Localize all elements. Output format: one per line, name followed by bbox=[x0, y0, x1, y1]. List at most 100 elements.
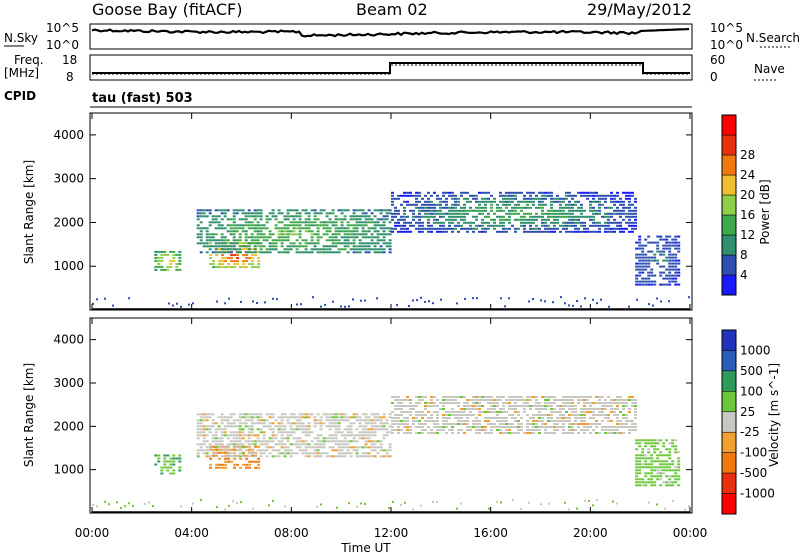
colorbar-tick-label: 24 bbox=[740, 168, 755, 182]
data-cell bbox=[613, 194, 616, 197]
data-cell bbox=[586, 423, 589, 425]
data-cell bbox=[528, 300, 530, 303]
data-cell bbox=[104, 297, 106, 300]
data-cell bbox=[592, 230, 595, 233]
data-cell bbox=[415, 203, 418, 206]
data-cell bbox=[408, 305, 410, 307]
data-cell bbox=[274, 224, 278, 227]
data-cell bbox=[442, 230, 445, 233]
data-cell bbox=[538, 402, 541, 404]
data-cell bbox=[668, 463, 672, 466]
data-cell bbox=[233, 463, 237, 466]
data-cell bbox=[517, 405, 520, 407]
data-cell bbox=[445, 218, 448, 221]
data-cell bbox=[559, 414, 562, 416]
data-cell bbox=[460, 396, 463, 398]
data-cell bbox=[209, 457, 213, 460]
data-cell bbox=[526, 405, 529, 407]
data-cell bbox=[247, 215, 251, 218]
data-cell bbox=[484, 411, 487, 413]
data-cell bbox=[274, 227, 278, 230]
data-cell bbox=[665, 448, 669, 451]
data-cell bbox=[406, 426, 409, 428]
data-cell bbox=[307, 218, 311, 221]
data-cell bbox=[382, 437, 386, 440]
data-cell bbox=[250, 431, 254, 434]
data-cell bbox=[337, 248, 341, 251]
data-cell bbox=[352, 230, 356, 233]
data-cell bbox=[209, 463, 213, 466]
data-cell bbox=[559, 200, 562, 203]
data-cell bbox=[320, 503, 322, 506]
data-cell bbox=[625, 414, 628, 416]
data-cell bbox=[451, 399, 454, 401]
data-cell bbox=[511, 191, 514, 194]
data-cell bbox=[313, 422, 317, 425]
data-cell bbox=[496, 420, 499, 422]
data-cell bbox=[616, 426, 619, 428]
data-cell bbox=[571, 194, 574, 197]
data-cell bbox=[487, 221, 490, 224]
data-cell bbox=[466, 227, 469, 230]
data-cell bbox=[580, 212, 583, 215]
data-cell bbox=[382, 428, 386, 431]
data-cell bbox=[409, 402, 412, 404]
data-cell bbox=[340, 446, 344, 449]
data-cell bbox=[601, 429, 604, 431]
data-cell bbox=[223, 416, 227, 419]
data-cell bbox=[227, 263, 231, 266]
data-cell bbox=[277, 212, 281, 215]
data-cell bbox=[580, 417, 583, 419]
data-cell bbox=[523, 432, 526, 434]
data-cell bbox=[580, 230, 583, 233]
data-cell bbox=[196, 437, 200, 440]
data-cell bbox=[236, 257, 240, 260]
data-cell bbox=[565, 405, 568, 407]
data-cell bbox=[96, 505, 98, 508]
data-cell bbox=[376, 224, 380, 227]
data-cell bbox=[490, 396, 493, 398]
data-cell bbox=[440, 298, 442, 301]
data-cell bbox=[604, 227, 607, 230]
data-cell bbox=[677, 484, 681, 487]
data-cell bbox=[550, 432, 553, 434]
data-cell bbox=[662, 265, 666, 268]
data-cell bbox=[251, 260, 255, 263]
data-cell bbox=[154, 463, 158, 466]
data-cell bbox=[424, 405, 427, 407]
data-cell bbox=[613, 200, 616, 203]
data-cell bbox=[322, 251, 326, 254]
data-cell bbox=[607, 432, 610, 434]
data-cell bbox=[283, 236, 287, 239]
data-cell bbox=[358, 434, 362, 437]
data-cell bbox=[592, 504, 594, 507]
data-cell bbox=[346, 431, 350, 434]
data-cell bbox=[674, 439, 678, 442]
data-cell bbox=[304, 224, 308, 227]
data-cell bbox=[577, 396, 580, 398]
data-cell bbox=[376, 413, 380, 416]
data-cell bbox=[292, 209, 296, 212]
data-cell bbox=[463, 191, 466, 194]
data-cell bbox=[298, 230, 302, 233]
data-cell bbox=[412, 194, 415, 197]
data-cell bbox=[254, 445, 258, 448]
data-cell bbox=[526, 212, 529, 215]
data-cell bbox=[169, 466, 173, 469]
data-cell bbox=[322, 452, 326, 455]
data-cell bbox=[400, 420, 403, 422]
data-cell bbox=[469, 426, 472, 428]
data-cell bbox=[644, 265, 648, 268]
data-cell bbox=[406, 411, 409, 413]
data-cell bbox=[298, 221, 302, 224]
data-cell bbox=[217, 227, 221, 230]
data-cell bbox=[212, 263, 216, 266]
data-cell bbox=[559, 417, 562, 419]
data-cell bbox=[628, 305, 630, 308]
data-cell bbox=[304, 209, 308, 212]
data-cell bbox=[520, 200, 523, 203]
data-cell bbox=[292, 242, 296, 245]
data-cell bbox=[634, 197, 637, 200]
data-cell bbox=[364, 215, 368, 218]
data-cell bbox=[671, 463, 675, 466]
